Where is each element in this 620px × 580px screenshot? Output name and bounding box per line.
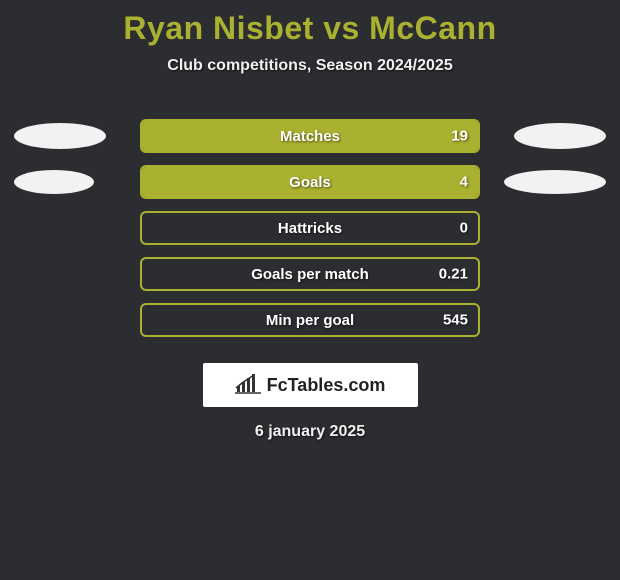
- avatar-right: [514, 123, 606, 149]
- stat-bar: Min per goal 545: [140, 303, 480, 337]
- avatar-left: [14, 123, 106, 149]
- stat-value: 545: [443, 312, 468, 329]
- stat-label: Matches: [280, 128, 340, 145]
- stat-label: Goals: [289, 174, 331, 191]
- brand-text: FcTables.com: [267, 375, 386, 396]
- comparison-stage: Matches 19 Goals 4 Hattricks 0 Goals per…: [0, 113, 620, 343]
- brand-badge: FcTables.com: [203, 363, 418, 407]
- stat-row: Goals 4: [0, 159, 620, 205]
- stat-label: Goals per match: [251, 266, 369, 283]
- stat-value: 19: [451, 128, 468, 145]
- stat-row: Hattricks 0: [0, 205, 620, 251]
- stat-bar: Goals 4: [140, 165, 480, 199]
- avatar-right: [504, 170, 606, 194]
- stat-bar: Hattricks 0: [140, 211, 480, 245]
- stat-bar: Goals per match 0.21: [140, 257, 480, 291]
- stat-value: 0.21: [439, 266, 468, 283]
- stat-row: Matches 19: [0, 113, 620, 159]
- stat-bar: Matches 19: [140, 119, 480, 153]
- stat-label: Min per goal: [266, 312, 354, 329]
- stat-value: 4: [460, 174, 468, 191]
- date-text: 6 january 2025: [0, 423, 620, 441]
- stat-label: Hattricks: [278, 220, 342, 237]
- subtitle: Club competitions, Season 2024/2025: [0, 57, 620, 75]
- stat-row: Min per goal 545: [0, 297, 620, 343]
- stat-row: Goals per match 0.21: [0, 251, 620, 297]
- stat-value: 0: [460, 220, 468, 237]
- avatar-left: [14, 170, 94, 194]
- page-title: Ryan Nisbet vs McCann: [0, 0, 620, 47]
- bar-chart-icon: [235, 372, 261, 399]
